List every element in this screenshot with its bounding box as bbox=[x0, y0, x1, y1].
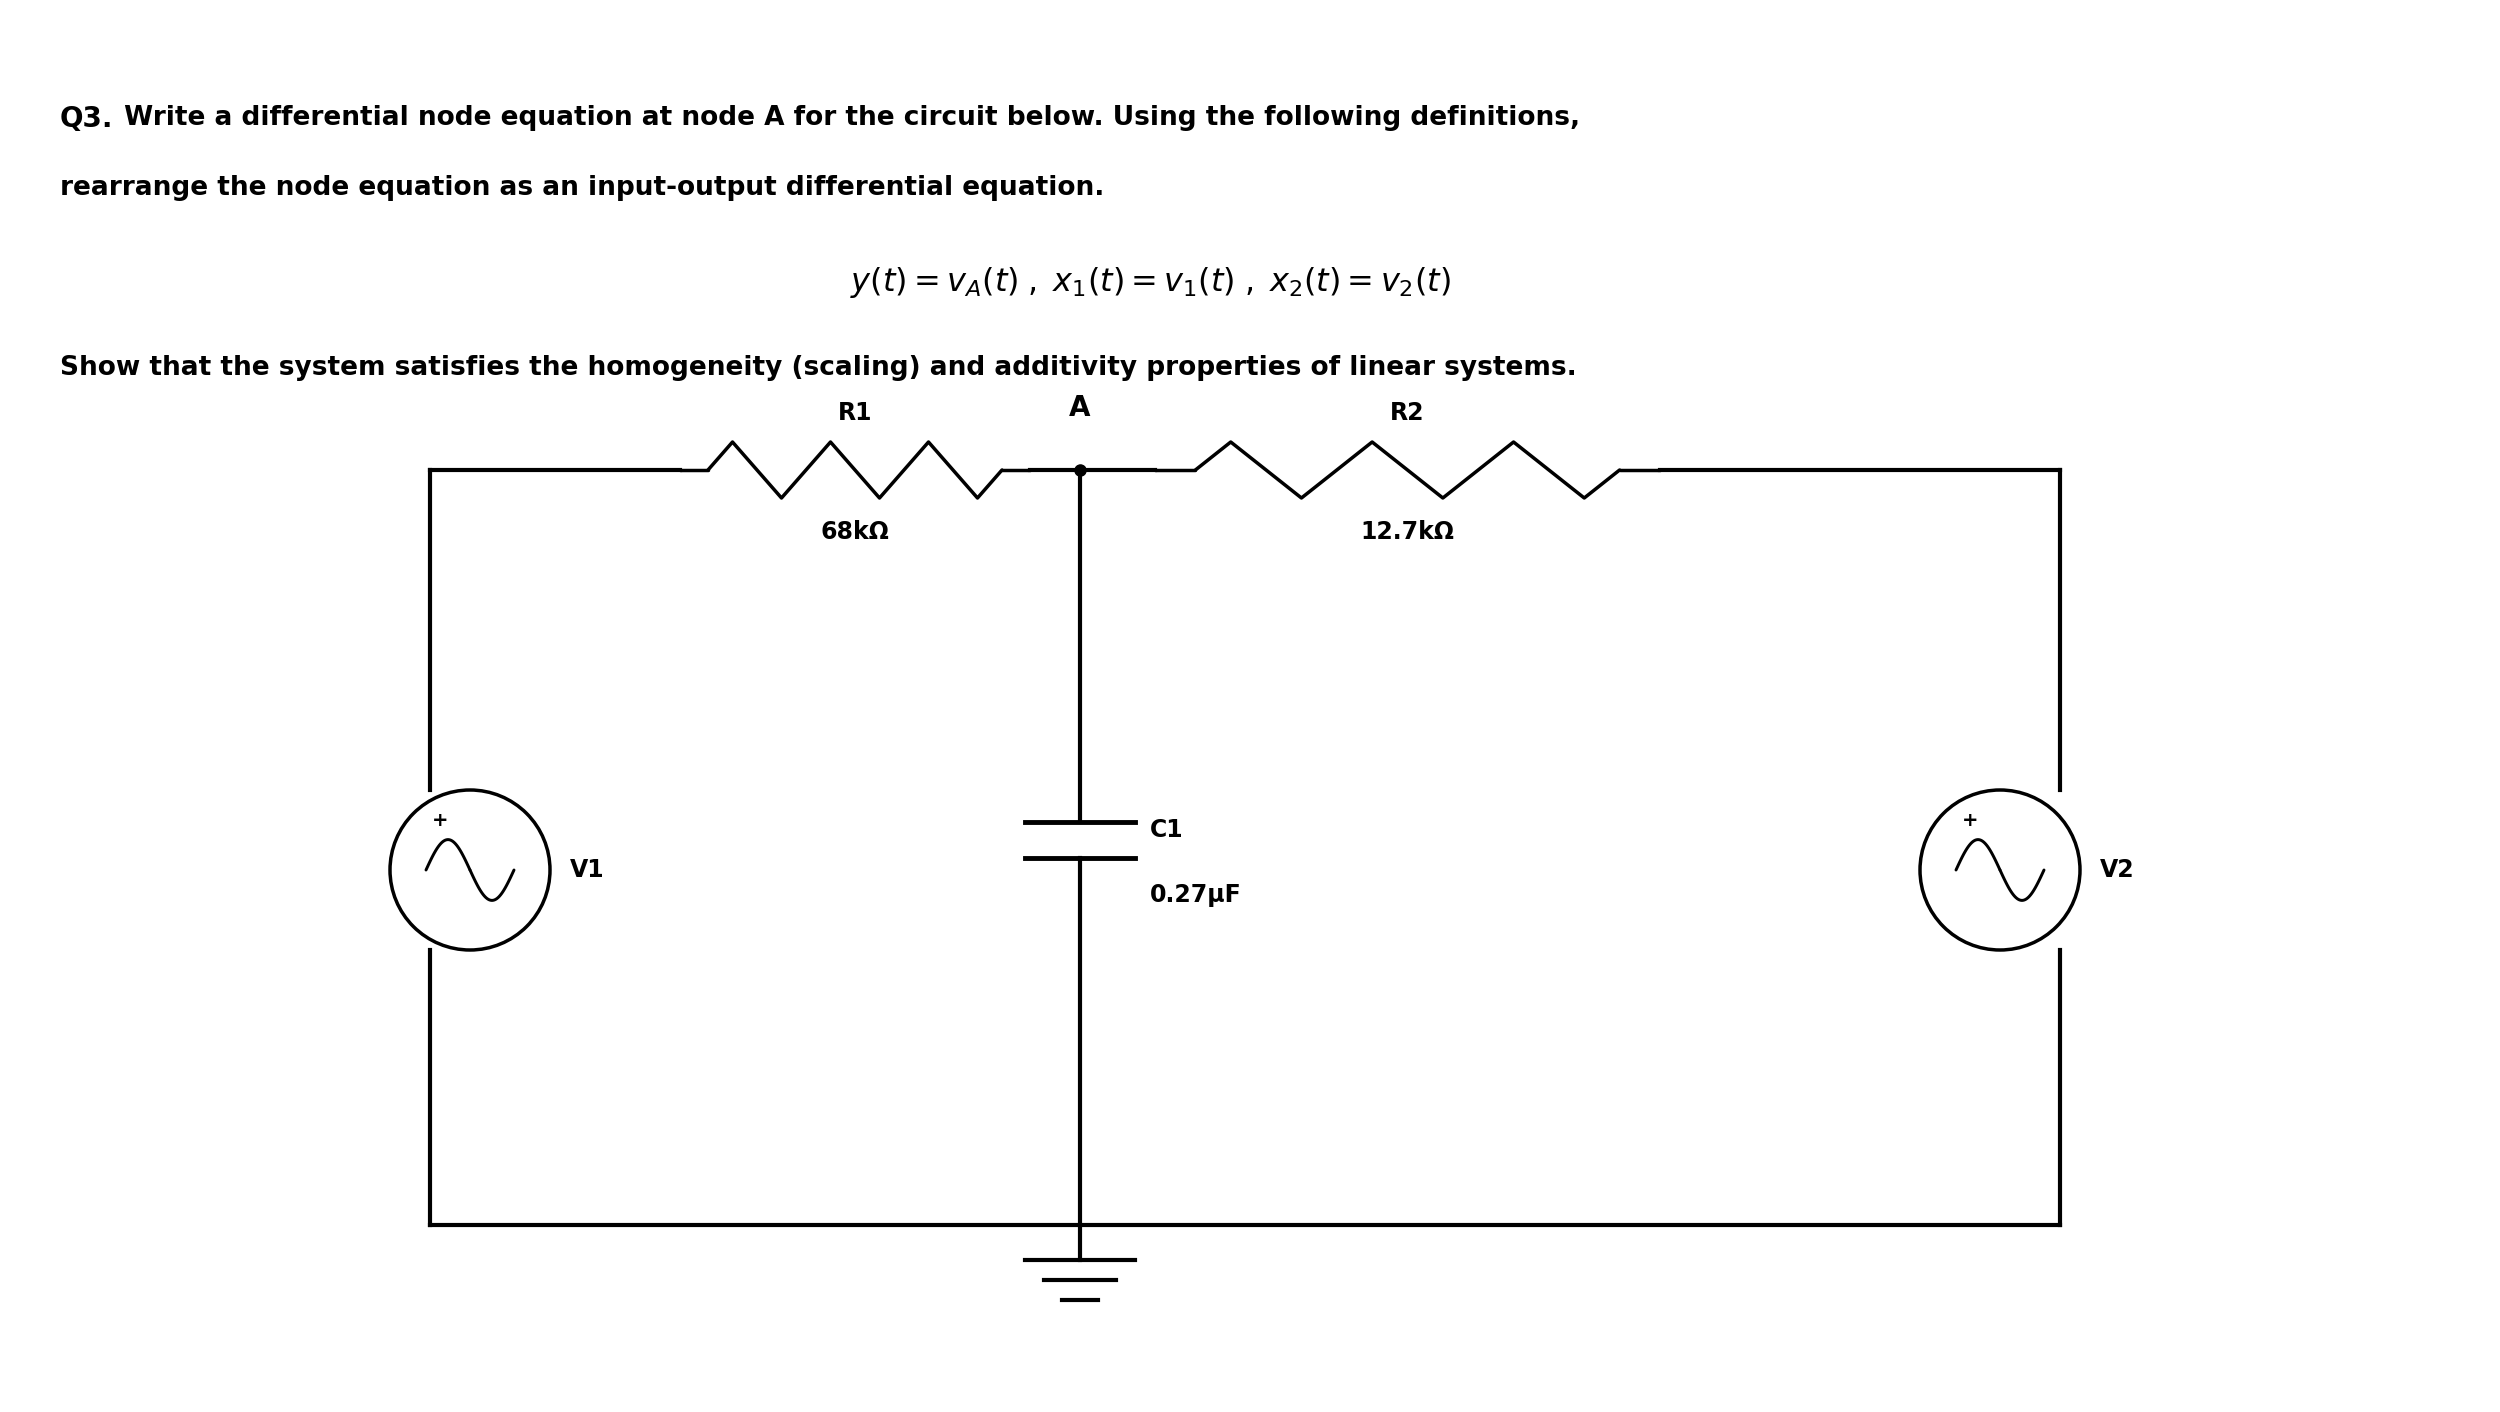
Text: 12.7kΩ: 12.7kΩ bbox=[1360, 520, 1455, 544]
Text: V2: V2 bbox=[2100, 858, 2135, 882]
Text: Q3.: Q3. bbox=[60, 104, 112, 133]
Text: $y(t) = v_A(t)\;,\; x_1(t) = v_1(t)\;,\; x_2(t) = v_2(t)$: $y(t) = v_A(t)\;,\; x_1(t) = v_1(t)\;,\;… bbox=[850, 265, 1450, 299]
Text: +: + bbox=[1962, 810, 1978, 829]
Text: A: A bbox=[1070, 394, 1090, 422]
Text: Show that the system satisfies the homogeneity (scaling) and additivity properti: Show that the system satisfies the homog… bbox=[60, 354, 1578, 381]
Text: R2: R2 bbox=[1390, 401, 1425, 425]
Text: R1: R1 bbox=[838, 401, 872, 425]
Text: 68kΩ: 68kΩ bbox=[820, 520, 890, 544]
Text: 0.27μF: 0.27μF bbox=[1150, 882, 1242, 907]
Text: C1: C1 bbox=[1150, 818, 1182, 842]
Text: +: + bbox=[432, 810, 447, 829]
Text: rearrange the node equation as an input-output differential equation.: rearrange the node equation as an input-… bbox=[60, 175, 1105, 201]
Text: V1: V1 bbox=[570, 858, 605, 882]
Text: Write a differential node equation at node A for the circuit below. Using the fo: Write a differential node equation at no… bbox=[115, 104, 1580, 131]
